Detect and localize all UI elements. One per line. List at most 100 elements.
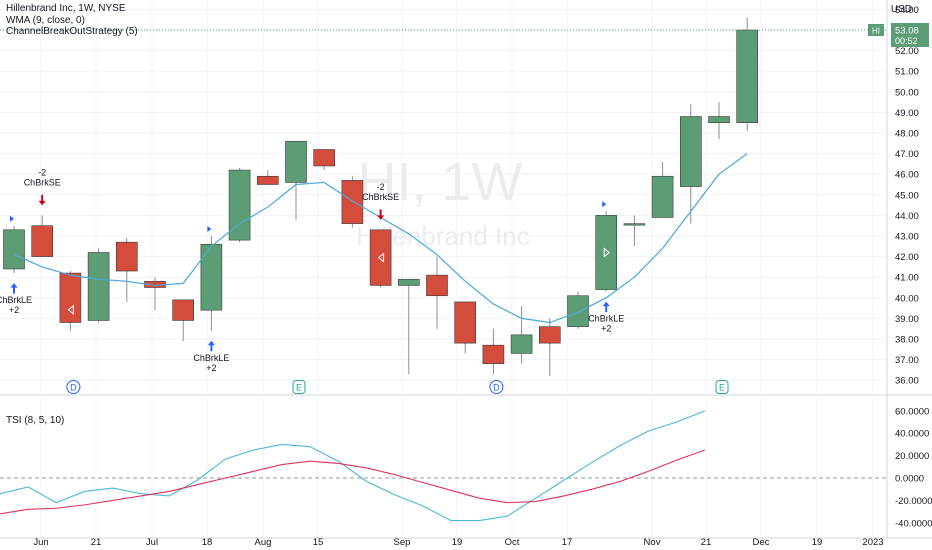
chart-title: Hillenbrand Inc, 1W, NYSE [6, 3, 126, 14]
signal-qty: +2 [206, 363, 216, 373]
short-arrow-icon [377, 209, 385, 220]
y-tick-label: 50.00 [895, 87, 919, 98]
earnings-icon [715, 380, 729, 394]
price-legend: Hillenbrand Inc, 1W, NYSE WMA (9, close,… [6, 3, 138, 38]
tsi-line [0, 410, 706, 522]
x-tick-label: 21 [701, 537, 712, 548]
event-badge-label: D [70, 382, 77, 392]
x-tick-label: Jul [146, 537, 158, 548]
y-tick-label: 48.00 [895, 129, 919, 140]
entry-marker-icon [602, 201, 607, 208]
dividend-icon [66, 380, 81, 394]
currency-label: USD [890, 4, 912, 15]
candle [116, 241, 138, 272]
x-tick-label: 15 [313, 537, 324, 548]
candle [341, 180, 364, 224]
y-tick-label: 41.00 [895, 273, 919, 284]
candle [200, 243, 223, 311]
watermark-symbol: HI, 1W [357, 152, 522, 212]
candle [426, 274, 448, 297]
long-arrow-icon [602, 301, 610, 313]
short-arrow-icon [38, 194, 46, 206]
candle [482, 344, 505, 365]
x-tick-label: Nov [644, 537, 661, 548]
y-tick-label: 39.00 [895, 314, 919, 325]
tsi-y-tick-label: 20.0000 [895, 451, 929, 462]
candle [538, 326, 561, 344]
y-tick-label: 49.00 [895, 108, 919, 119]
candle [313, 149, 336, 167]
x-tick-label: 18 [202, 537, 213, 548]
x-tick-label: 2023 [862, 537, 883, 548]
symbol-badge-label: HI [872, 27, 880, 36]
x-tick-label: Aug [255, 537, 272, 548]
strategy-legend: ChannelBreakOutStrategy (5) [6, 26, 138, 37]
candle [285, 140, 307, 183]
x-tick-label: 21 [91, 537, 102, 548]
x-tick-label: Oct [505, 537, 520, 548]
price-badge-value: 53.08 [895, 26, 919, 37]
candle [708, 116, 730, 123]
candle [623, 223, 646, 226]
event-badge-label: E [296, 382, 302, 392]
candle [567, 295, 589, 327]
signal-qty: +2 [9, 305, 19, 315]
signal-label: ChBrkLE [0, 295, 32, 305]
candle [454, 301, 477, 344]
x-tick-label: 19 [452, 537, 463, 548]
earnings-icon [292, 380, 306, 394]
candle [172, 299, 194, 321]
x-tick-label: 17 [562, 537, 573, 548]
signal-label: ChBrkSE [24, 177, 61, 187]
candle [31, 225, 54, 257]
dividend-icon [489, 380, 504, 394]
tsi-y-tick-label: 60.0000 [895, 406, 929, 417]
y-tick-label: 43.00 [895, 232, 919, 243]
y-tick-label: 37.00 [895, 355, 919, 366]
entry-marker-icon [207, 226, 212, 232]
candle [679, 116, 702, 187]
signal-qty: -2 [377, 182, 385, 192]
signal-label: ChBrkLE [588, 314, 624, 324]
candle [228, 169, 251, 241]
symbol-badge [868, 24, 884, 36]
y-tick-label: 38.00 [895, 335, 919, 346]
tsi-y-tick-label: 40.0000 [895, 429, 929, 440]
x-tick-label: Dec [753, 537, 770, 548]
y-tick-label: 44.00 [895, 211, 919, 222]
tsi-y-tick-label: -20.0000 [895, 496, 932, 507]
x-tick-label: Jun [33, 537, 48, 548]
y-tick-label: 54.00 [895, 5, 919, 16]
y-tick-label: 52.00 [895, 46, 919, 57]
y-tick-label: 45.00 [895, 190, 919, 201]
candle [3, 229, 25, 270]
tsi-y-tick-label: -40.0000 [895, 518, 932, 529]
exit-marker-icon [377, 252, 385, 263]
candle [59, 272, 82, 323]
candle [87, 252, 110, 321]
signal-qty: +2 [601, 324, 611, 334]
price-badge-countdown: 00:52 [895, 36, 918, 46]
y-tick-label: 40.00 [895, 293, 919, 304]
tsi-y-tick-label: 0.0000 [895, 474, 924, 485]
long-arrow-icon [207, 340, 215, 352]
candle [651, 175, 674, 218]
exit-marker-icon [603, 247, 611, 258]
candle [595, 215, 618, 290]
signal-label: ChBrkSE [362, 192, 399, 202]
signal-qty: -2 [38, 167, 46, 177]
y-tick-label: 42.00 [895, 252, 919, 263]
entry-marker-icon [10, 215, 14, 222]
y-tick-label: 46.00 [895, 170, 919, 181]
x-tick-label: 19 [812, 537, 823, 548]
long-arrow-icon [10, 283, 18, 294]
candle [256, 175, 279, 185]
y-tick-label: 36.00 [895, 376, 919, 387]
candle [369, 229, 392, 286]
candle [510, 334, 533, 354]
tsi-legend: TSI (8, 5, 10) [6, 415, 65, 426]
event-badge-label: E [719, 382, 725, 392]
y-tick-label: 51.00 [895, 67, 919, 78]
signal-label: ChBrkLE [193, 353, 229, 363]
